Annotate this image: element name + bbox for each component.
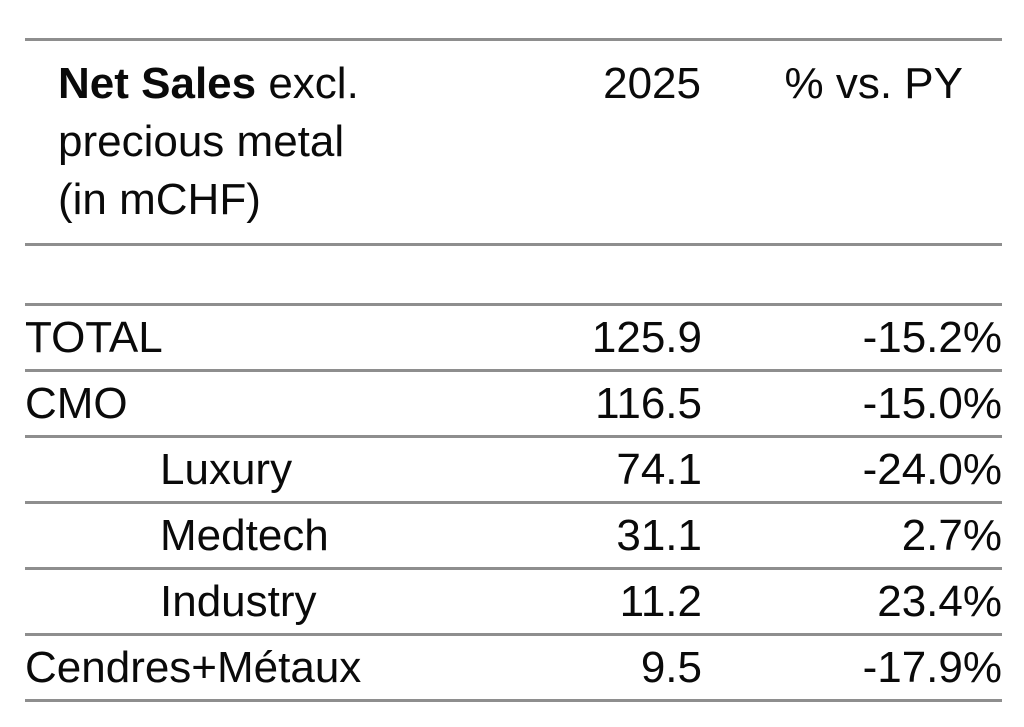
table-row-cmo: CMO 116.5 -15.0% bbox=[25, 369, 1002, 437]
row-value: 125.9 bbox=[445, 303, 702, 371]
row-pct: 2.7% bbox=[702, 501, 1002, 569]
row-label: Luxury bbox=[25, 435, 445, 503]
column-header-year: 2025 bbox=[445, 38, 702, 246]
row-value: 9.5 bbox=[445, 633, 702, 702]
table-row-cendres-metaux: Cendres+Métaux 9.5 -17.9% bbox=[25, 633, 1002, 702]
row-label: Medtech bbox=[25, 501, 445, 569]
row-pct: -24.0% bbox=[702, 435, 1002, 503]
table-title-line1-rest: excl. bbox=[256, 59, 359, 108]
net-sales-table-container: Net Sales excl. precious metal (in mCHF)… bbox=[25, 38, 1002, 702]
table-title-line2: precious metal bbox=[58, 117, 345, 166]
row-value: 74.1 bbox=[445, 435, 702, 503]
row-value: 11.2 bbox=[445, 567, 702, 635]
table-row-medtech: Medtech 31.1 2.7% bbox=[25, 501, 1002, 569]
row-label: Industry bbox=[25, 567, 445, 635]
table-row-luxury: Luxury 74.1 -24.0% bbox=[25, 435, 1002, 503]
row-label: TOTAL bbox=[25, 303, 445, 371]
table-title-line1: Net Sales excl. bbox=[58, 55, 444, 113]
table-title-line3: (in mCHF) bbox=[58, 175, 261, 224]
row-value: 31.1 bbox=[445, 501, 702, 569]
table-title: Net Sales excl. precious metal (in mCHF) bbox=[25, 38, 445, 246]
table-title-bold: Net Sales bbox=[58, 59, 257, 108]
row-pct: 23.4% bbox=[702, 567, 1002, 635]
net-sales-table: Net Sales excl. precious metal (in mCHF)… bbox=[25, 38, 1002, 702]
row-pct: -17.9% bbox=[702, 633, 1002, 702]
spacer-row bbox=[25, 245, 1002, 305]
row-label: Cendres+Métaux bbox=[25, 633, 445, 702]
row-value: 116.5 bbox=[445, 369, 702, 437]
column-header-pct-vs-py: % vs. PY bbox=[702, 38, 1002, 246]
table-row-industry: Industry 11.2 23.4% bbox=[25, 567, 1002, 635]
row-pct: -15.0% bbox=[702, 369, 1002, 437]
table-row-total: TOTAL 125.9 -15.2% bbox=[25, 303, 1002, 371]
row-label: CMO bbox=[25, 369, 445, 437]
row-pct: -15.2% bbox=[702, 303, 1002, 371]
table-header-row: Net Sales excl. precious metal (in mCHF)… bbox=[25, 38, 1002, 246]
